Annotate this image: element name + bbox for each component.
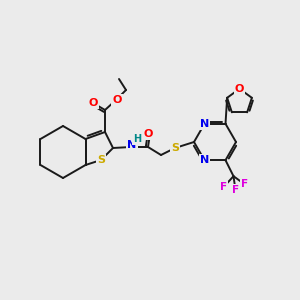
Text: S: S: [97, 155, 105, 165]
Text: N: N: [200, 119, 209, 129]
Text: O: O: [143, 129, 153, 139]
Text: F: F: [241, 179, 248, 189]
Text: N: N: [200, 155, 209, 165]
Text: N: N: [128, 140, 136, 150]
Text: F: F: [220, 182, 227, 192]
Text: O: O: [235, 84, 244, 94]
Text: S: S: [171, 143, 179, 153]
Text: F: F: [232, 185, 239, 195]
Text: O: O: [112, 95, 122, 105]
Text: O: O: [88, 98, 98, 108]
Text: H: H: [133, 134, 141, 144]
